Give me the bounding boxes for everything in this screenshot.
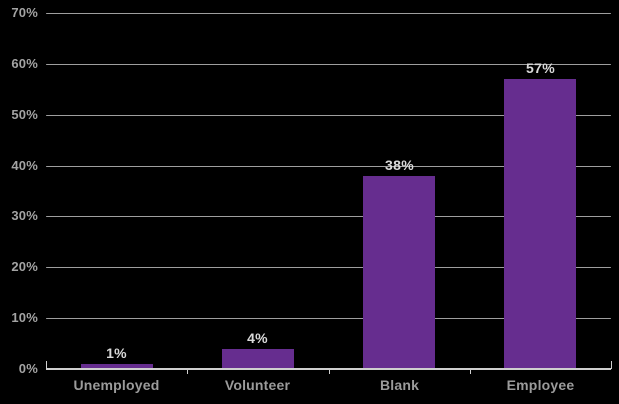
data-label: 57% [526,60,555,76]
axis-tick [329,369,330,374]
gridline [46,318,611,320]
bar-volunteer [222,349,294,369]
y-axis: 0% 10% 20% 30% 40% 50% 60% 70% [0,0,38,404]
category-label-employee: Employee [506,377,575,393]
gridline [46,267,611,269]
gridline [46,114,611,116]
category-label-unemployed: Unemployed [73,377,160,393]
gridline [46,216,611,218]
gridline [46,63,611,65]
data-label: 4% [247,330,268,346]
plot-area: 1% 4% 38% 57% [46,0,612,374]
y-tick-label: 30% [11,208,38,224]
y-tick-label: 10% [11,310,38,326]
axis-tick [470,369,471,374]
bar-unemployed [81,364,153,369]
y-tick-label: 70% [11,5,38,20]
data-label: 1% [106,345,127,361]
axis-tick [187,369,188,374]
gridline [46,13,611,14]
y-tick-label: 50% [11,106,38,122]
y-tick-label: 60% [11,55,38,71]
x-axis-line [46,368,611,370]
y-tick-label: 20% [11,259,38,275]
y-tick-label: 0% [18,361,38,376]
x-axis: Unemployed Volunteer Blank Employee [46,377,611,401]
bar-blank [363,176,435,369]
category-label-blank: Blank [379,377,420,393]
category-label-volunteer: Volunteer [224,377,291,393]
gridline [46,165,611,167]
bar-employee [504,79,576,369]
axis-tick [46,361,47,369]
axis-tick [611,361,612,369]
y-tick-label: 40% [11,157,38,173]
data-label: 38% [385,157,414,173]
